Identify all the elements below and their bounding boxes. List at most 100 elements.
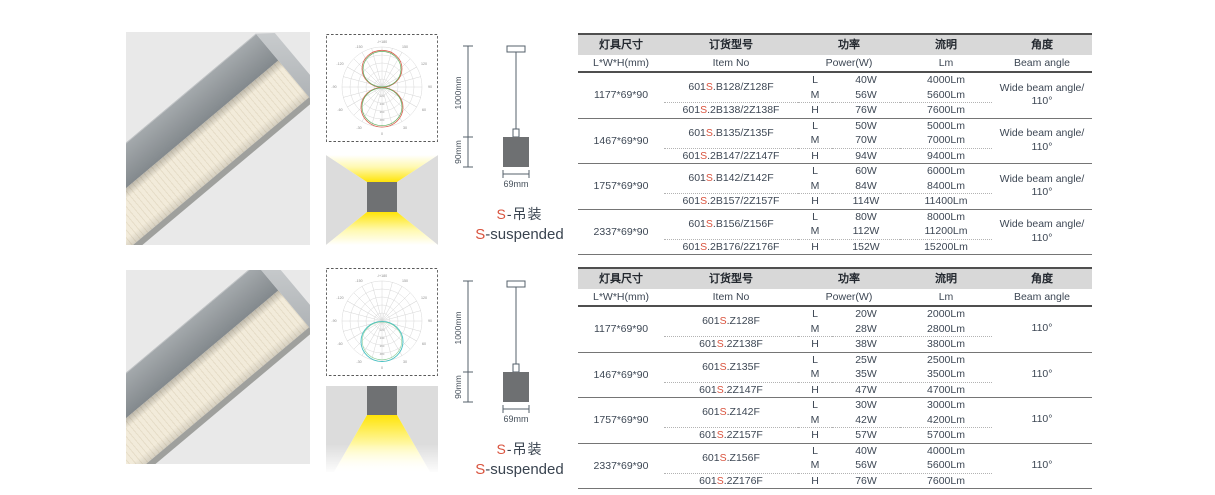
header-size-cn: 灯具尺寸 bbox=[578, 34, 664, 55]
table-row: 1177*69*90 601S.B128/Z128F L 40W 4000Lm … bbox=[578, 72, 1092, 119]
mode-cell: M bbox=[798, 412, 832, 428]
svg-text:-150: -150 bbox=[355, 45, 362, 49]
header-size-en: L*W*H(mm) bbox=[578, 289, 664, 307]
header-item-en: Item No bbox=[664, 289, 798, 307]
beam-angle-cell: Wide beam angle/110° bbox=[992, 72, 1092, 119]
size-cell: 1177*69*90 bbox=[578, 306, 664, 353]
size-cell: 2337*69*90 bbox=[578, 443, 664, 489]
mode-cell: L bbox=[812, 353, 818, 366]
product-photo-suspended bbox=[126, 32, 310, 245]
header-power-cn: 功率 bbox=[798, 34, 900, 55]
table-row: 601S.2Z138F H 38W 3800Lm bbox=[578, 336, 1092, 353]
lumen-cell: 4700Lm bbox=[900, 382, 992, 398]
table-row: 1467*69*90 601S.Z135F L 25W 2500Lm 110° bbox=[578, 352, 1092, 398]
svg-text:360: 360 bbox=[380, 344, 385, 348]
polar-grid bbox=[341, 280, 423, 362]
fixture-body bbox=[503, 137, 529, 167]
mount-label-en: S-suspended bbox=[475, 226, 564, 243]
header-item-cn: 订货型号 bbox=[664, 34, 798, 55]
product-photo-suspended-direct bbox=[126, 270, 310, 464]
header-size-en: L*W*H(mm) bbox=[578, 55, 664, 73]
mode-cell: H bbox=[798, 193, 832, 210]
downlight-beam bbox=[326, 212, 438, 245]
item-no-cell: 601S.B142/Z142F bbox=[664, 163, 798, 194]
table-row: 601S.2B157/2Z157F H 114W 11400Lm bbox=[578, 193, 1092, 210]
ceiling-canopy bbox=[506, 45, 526, 53]
table-header-en: L*W*H(mm) Item No Power(W) Lm Beam angle bbox=[578, 289, 1092, 307]
svg-text:480: 480 bbox=[380, 118, 385, 122]
svg-text:-120: -120 bbox=[336, 62, 343, 66]
lumen-cell: 4000Lm bbox=[927, 74, 965, 87]
cable-length-label: 1000mm bbox=[453, 76, 463, 109]
table-row: 601S.2B176/2Z176F H 152W 15200Lm bbox=[578, 239, 1092, 255]
table-row: 601S.2Z147F H 47W 4700Lm bbox=[578, 382, 1092, 398]
header-lumen-cn: 流明 bbox=[900, 268, 992, 289]
lumen-cell: 7600Lm bbox=[900, 473, 992, 489]
mode-cell: M bbox=[798, 458, 832, 474]
svg-text:240: 240 bbox=[380, 102, 385, 106]
svg-text:0: 0 bbox=[381, 366, 383, 370]
item-no-cell: 601S.2B157/2Z157F bbox=[664, 193, 798, 210]
body-width-label: 69mm bbox=[503, 414, 528, 424]
fixture-cross-section bbox=[367, 386, 397, 415]
header-power-cn: 功率 bbox=[798, 268, 900, 289]
mount-label-en: S-suspended bbox=[475, 461, 564, 478]
svg-text:30: 30 bbox=[403, 126, 407, 130]
mode-cell: M bbox=[798, 87, 832, 103]
mode-cell: L bbox=[812, 165, 818, 178]
table-row: M 35W 3500Lm bbox=[578, 367, 1092, 383]
svg-text:-60: -60 bbox=[337, 108, 342, 112]
svg-text:120: 120 bbox=[421, 62, 427, 66]
item-no-cell: 601S.B128/Z128F bbox=[664, 72, 798, 103]
table-row: 601S.2B138/2Z138F H 76W 7600Lm bbox=[578, 102, 1092, 119]
svg-text:-90: -90 bbox=[331, 85, 336, 89]
beam-angle-cell: 110° bbox=[992, 397, 1092, 444]
spec-table-down: 灯具尺寸 订货型号 功率 流明 角度 L*W*H(mm) Item No Pow… bbox=[578, 267, 1092, 489]
lumen-cell: 4200Lm bbox=[900, 412, 992, 428]
svg-text:-120: -120 bbox=[336, 296, 343, 300]
floor-fade bbox=[326, 444, 438, 476]
power-cell: 70W bbox=[832, 133, 900, 149]
item-no-cell: 601S.Z135F bbox=[664, 352, 798, 383]
body-height-label: 90mm bbox=[453, 140, 463, 164]
mode-cell: L bbox=[812, 399, 818, 412]
mount-label-cn: S-吊装 bbox=[496, 206, 543, 222]
power-cell: 28W bbox=[832, 321, 900, 337]
power-cell: 114W bbox=[832, 193, 900, 210]
beam-angle-cell: 110° bbox=[992, 443, 1092, 489]
svg-text:60: 60 bbox=[422, 108, 426, 112]
mode-cell: H bbox=[798, 239, 832, 255]
fixture-body bbox=[503, 372, 529, 402]
table-row: M 70W 7000Lm bbox=[578, 133, 1092, 149]
wall-right bbox=[397, 155, 438, 245]
size-cell: 2337*69*90 bbox=[578, 209, 664, 255]
mode-cell: H bbox=[798, 148, 832, 164]
table-row: M 28W 2800Lm bbox=[578, 321, 1092, 337]
item-no-cell: 601S.B135/Z135F bbox=[664, 118, 798, 149]
table-row: M 84W 8400Lm bbox=[578, 178, 1092, 194]
table-row: 1757*69*90 601S.B142/Z142F L 60W 6000Lm … bbox=[578, 163, 1092, 210]
lumen-cell: 11400Lm bbox=[900, 193, 992, 210]
table-row: M 112W 11200Lm bbox=[578, 224, 1092, 240]
header-angle-cn: 角度 bbox=[992, 34, 1092, 55]
polar-radial-ticks: 120 240 360 480 bbox=[380, 328, 385, 356]
power-cell: 50W bbox=[855, 119, 877, 132]
item-no-cell: 601S.Z156F bbox=[664, 443, 798, 474]
table-row: M 42W 4200Lm bbox=[578, 412, 1092, 428]
svg-text:240: 240 bbox=[380, 336, 385, 340]
beam-angle-cell: Wide beam angle/110° bbox=[992, 118, 1092, 164]
lumen-cell: 3000Lm bbox=[927, 399, 965, 412]
fixture-cross-section bbox=[367, 182, 397, 212]
svg-text:120: 120 bbox=[380, 328, 385, 332]
svg-text:0: 0 bbox=[381, 132, 383, 136]
light-effect-updown bbox=[326, 155, 438, 245]
size-cell: 1757*69*90 bbox=[578, 163, 664, 210]
svg-text:120: 120 bbox=[421, 296, 427, 300]
lumen-cell: 5600Lm bbox=[900, 458, 992, 474]
svg-text:60: 60 bbox=[422, 342, 426, 346]
header-power-en: Power(W) bbox=[798, 55, 900, 73]
power-cell: 47W bbox=[832, 382, 900, 398]
item-no-cell: 601S.2B147/2Z147F bbox=[664, 148, 798, 164]
header-lumen-en: Lm bbox=[900, 55, 992, 73]
linear-fixture-render bbox=[126, 270, 310, 464]
